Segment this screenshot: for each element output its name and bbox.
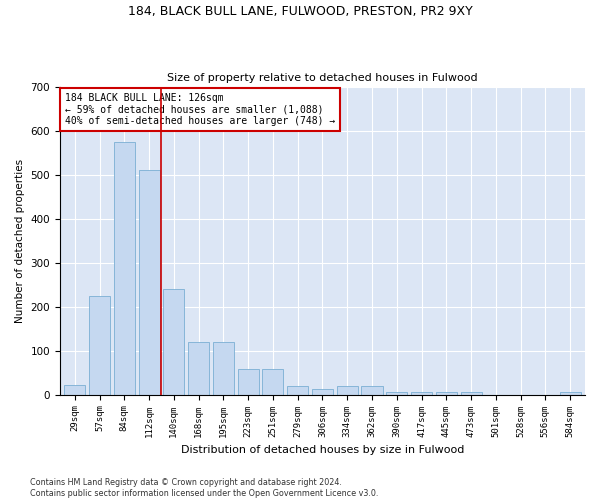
Bar [238,369,259,394]
Bar [361,386,383,394]
Bar [411,392,432,394]
Bar [213,342,234,394]
Text: 184, BLACK BULL LANE, FULWOOD, PRESTON, PR2 9XY: 184, BLACK BULL LANE, FULWOOD, PRESTON, … [128,5,472,18]
Bar [262,369,283,394]
Bar [337,386,358,394]
Y-axis label: Number of detached properties: Number of detached properties [15,158,25,322]
Bar [139,170,160,394]
Text: 184 BLACK BULL LANE: 126sqm
← 59% of detached houses are smaller (1,088)
40% of : 184 BLACK BULL LANE: 126sqm ← 59% of det… [65,92,335,126]
Bar [163,289,184,395]
Bar [436,392,457,394]
Bar [461,392,482,394]
Bar [312,390,333,394]
Bar [188,342,209,394]
Bar [114,142,135,394]
Bar [287,386,308,394]
Text: Contains HM Land Registry data © Crown copyright and database right 2024.
Contai: Contains HM Land Registry data © Crown c… [30,478,379,498]
X-axis label: Distribution of detached houses by size in Fulwood: Distribution of detached houses by size … [181,445,464,455]
Bar [89,296,110,394]
Bar [560,392,581,394]
Title: Size of property relative to detached houses in Fulwood: Size of property relative to detached ho… [167,73,478,83]
Bar [386,392,407,394]
Bar [64,384,85,394]
